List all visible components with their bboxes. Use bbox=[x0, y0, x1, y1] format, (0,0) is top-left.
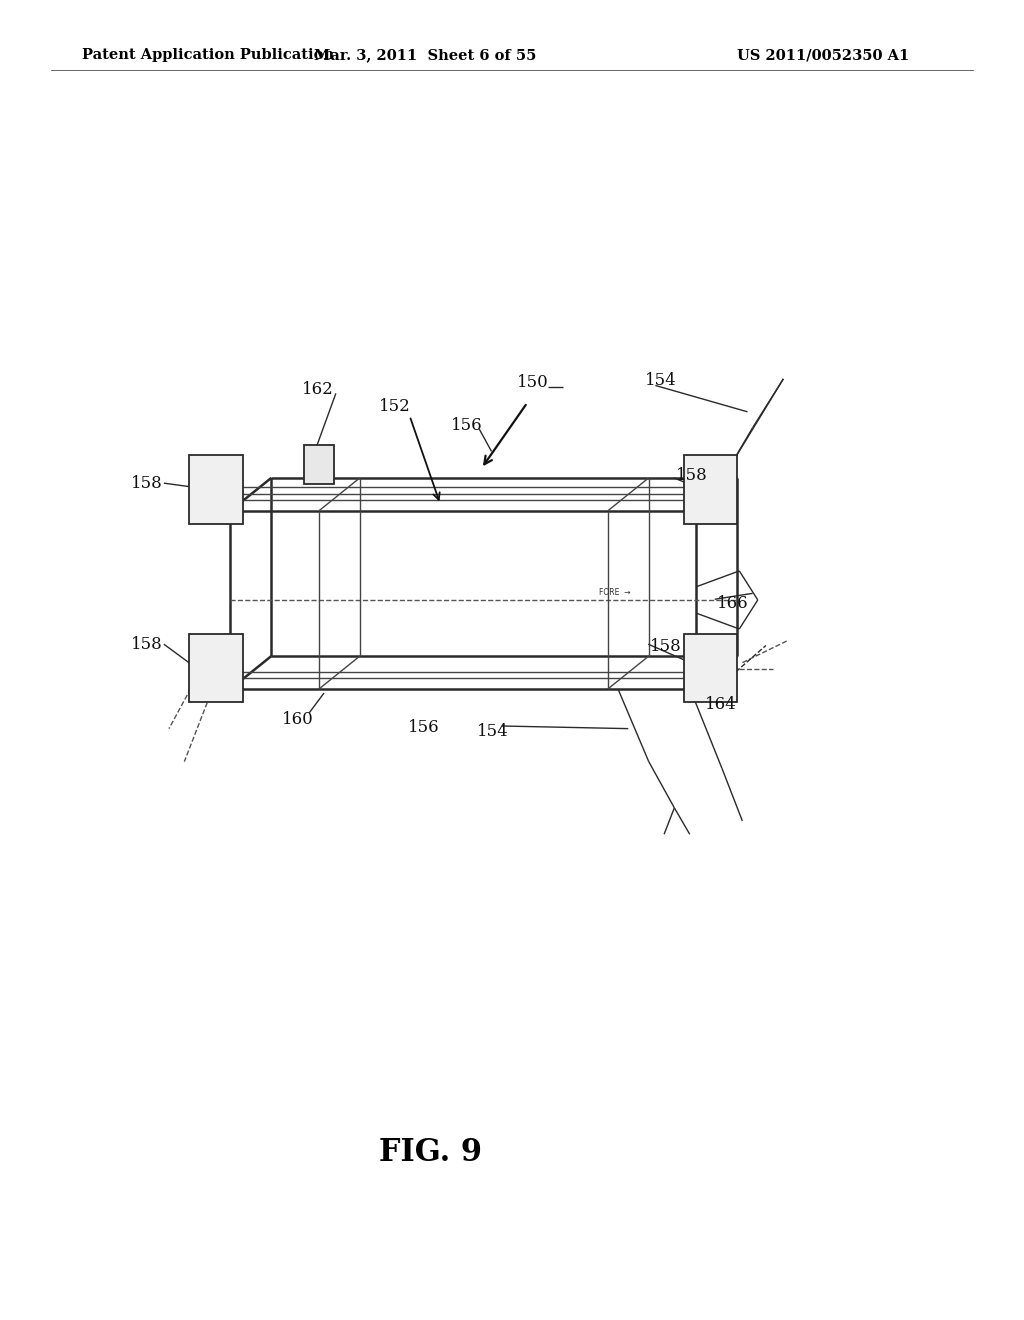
Text: 158: 158 bbox=[131, 475, 163, 491]
Text: 158: 158 bbox=[131, 636, 163, 652]
Text: 156: 156 bbox=[408, 719, 439, 735]
Bar bbox=[684, 455, 737, 524]
Text: 162: 162 bbox=[302, 381, 334, 397]
Text: 152: 152 bbox=[379, 399, 411, 414]
Text: US 2011/0052350 A1: US 2011/0052350 A1 bbox=[737, 49, 909, 62]
Bar bbox=[189, 634, 243, 702]
Text: Mar. 3, 2011  Sheet 6 of 55: Mar. 3, 2011 Sheet 6 of 55 bbox=[313, 49, 537, 62]
Bar bbox=[684, 634, 737, 702]
Bar bbox=[189, 455, 243, 524]
Text: 150: 150 bbox=[517, 375, 549, 391]
Bar bbox=[303, 445, 334, 484]
Text: 154: 154 bbox=[645, 372, 677, 388]
Text: 156: 156 bbox=[451, 417, 482, 433]
Text: 164: 164 bbox=[705, 697, 736, 713]
Text: 154: 154 bbox=[477, 723, 509, 739]
Text: FORE  →: FORE → bbox=[599, 587, 631, 597]
Text: 158: 158 bbox=[676, 467, 708, 483]
Text: Patent Application Publication: Patent Application Publication bbox=[82, 49, 334, 62]
Text: 166: 166 bbox=[717, 595, 749, 611]
Text: FIG. 9: FIG. 9 bbox=[379, 1137, 481, 1168]
Text: 160: 160 bbox=[282, 711, 313, 727]
Text: 158: 158 bbox=[650, 639, 682, 655]
